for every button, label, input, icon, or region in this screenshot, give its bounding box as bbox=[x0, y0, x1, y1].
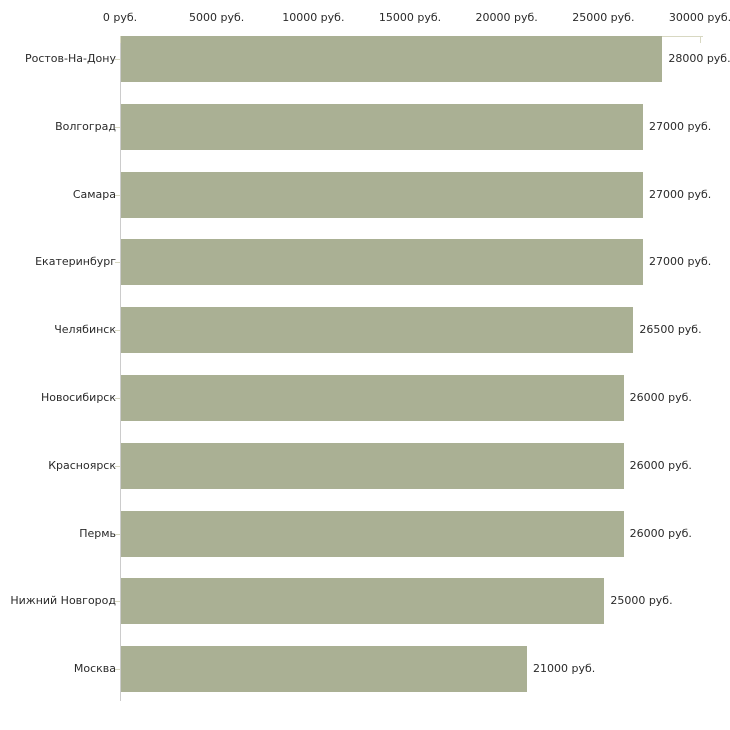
category-tick-mark bbox=[115, 601, 120, 603]
bar bbox=[121, 307, 634, 354]
bar bbox=[121, 239, 643, 286]
bar-value-label: 25000 руб. bbox=[610, 594, 673, 608]
x-axis-tick-label: 30000 руб. bbox=[668, 11, 730, 24]
category-tick-mark bbox=[115, 126, 120, 128]
category-label: Ростов-На-Дону bbox=[24, 52, 116, 65]
y-axis-line bbox=[120, 36, 121, 701]
bar bbox=[121, 171, 643, 218]
bar bbox=[121, 510, 624, 557]
category-label: Нижний Новгород bbox=[10, 594, 116, 608]
category-tick-mark bbox=[115, 398, 120, 399]
category-label: Самара bbox=[72, 187, 116, 201]
bar-value-label: 21000 руб. bbox=[533, 662, 596, 676]
bar bbox=[121, 442, 624, 489]
bar-value-label: 26000 руб. bbox=[629, 458, 692, 472]
category-label: Волгоград bbox=[55, 119, 116, 133]
x-axis-tick-label: 20000 руб. bbox=[475, 11, 538, 24]
category-label: Москва bbox=[73, 662, 116, 676]
bar bbox=[121, 578, 605, 625]
bar-value-label: 27000 руб. bbox=[649, 119, 712, 133]
x-axis-tick-label: 15000 руб. bbox=[378, 11, 442, 24]
category-tick-mark bbox=[115, 533, 120, 535]
category-tick-mark bbox=[115, 669, 120, 671]
bar-value-label: 26500 руб. bbox=[639, 323, 702, 337]
bar bbox=[121, 375, 624, 421]
bar-value-label: 26000 руб. bbox=[629, 526, 692, 540]
bar bbox=[121, 646, 527, 693]
bar bbox=[121, 103, 643, 150]
category-label: Пермь bbox=[79, 526, 116, 540]
category-label: Красноярск bbox=[48, 458, 116, 472]
x-axis-tick-label: 10000 руб. bbox=[282, 11, 345, 24]
category-tick-mark bbox=[115, 465, 120, 467]
category-tick-mark bbox=[115, 194, 120, 196]
category-tick-mark bbox=[115, 59, 120, 60]
x-axis-tick-label: 25000 руб. bbox=[572, 11, 635, 24]
category-label: Челябинск bbox=[54, 323, 116, 337]
bar-value-label: 27000 руб. bbox=[649, 187, 712, 201]
bar bbox=[121, 36, 663, 82]
category-label: Новосибирск bbox=[40, 391, 116, 404]
bar-value-label: 27000 руб. bbox=[649, 255, 712, 269]
category-tick-mark bbox=[115, 330, 120, 332]
category-tick-mark bbox=[115, 262, 120, 264]
bar-value-label: 28000 руб. bbox=[668, 52, 730, 65]
x-axis-tick-mark bbox=[700, 36, 701, 43]
bar-value-label: 26000 руб. bbox=[629, 391, 692, 404]
x-axis-tick-label: 5000 руб. bbox=[189, 11, 245, 24]
category-label: Екатеринбург bbox=[35, 255, 116, 269]
x-axis-tick-label: 0 руб. bbox=[102, 11, 138, 24]
x-axis-tick-mark bbox=[120, 36, 121, 43]
